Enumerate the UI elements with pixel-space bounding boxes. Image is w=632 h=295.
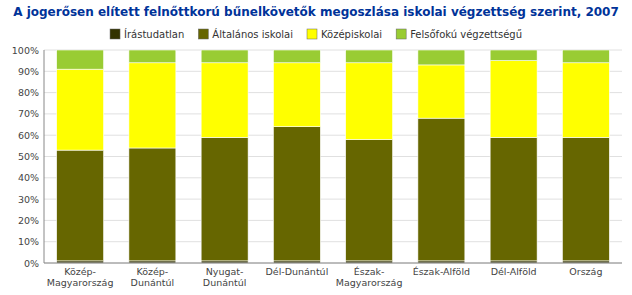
bar-segment bbox=[346, 63, 393, 140]
y-tick-label: 70% bbox=[18, 108, 39, 119]
bar-segment bbox=[418, 65, 465, 118]
bar-segment bbox=[562, 137, 609, 261]
bar-segment bbox=[129, 63, 176, 148]
bar-segment bbox=[490, 50, 537, 61]
bar-segment bbox=[346, 139, 393, 260]
legend-swatch bbox=[198, 29, 208, 39]
bar-segment bbox=[418, 118, 465, 261]
bar-segment bbox=[201, 63, 248, 138]
x-tick-label: Ország bbox=[569, 266, 602, 277]
y-axis-line bbox=[44, 50, 45, 263]
y-tick-label: 90% bbox=[18, 66, 39, 77]
bar-segment bbox=[201, 137, 248, 261]
bar-segment bbox=[57, 150, 104, 261]
x-tick-label: Észak-Magyarország bbox=[336, 266, 403, 288]
x-tick-label: Közép-Magyarország bbox=[47, 266, 114, 288]
y-tick-label: 10% bbox=[18, 236, 39, 247]
y-tick-label: 20% bbox=[18, 215, 39, 226]
x-tick-label: Dél-Dunántúl bbox=[265, 266, 328, 277]
bar-segment bbox=[273, 127, 320, 261]
bar-segment bbox=[346, 50, 393, 63]
legend-label: Középiskolai bbox=[321, 29, 382, 40]
y-tick-label: 50% bbox=[18, 151, 39, 162]
y-tick-label: 100% bbox=[12, 45, 39, 56]
y-tick-label: 40% bbox=[18, 172, 39, 183]
x-tick-label: Közép-Dunántúl bbox=[131, 266, 175, 288]
title: A jogerősen elített felnőttkorú bűnelköv… bbox=[13, 5, 619, 19]
legend-swatch bbox=[110, 29, 120, 39]
grid-line bbox=[44, 263, 622, 264]
chart: A jogerősen elített felnőttkorú bűnelköv… bbox=[0, 0, 632, 295]
y-tick-label: 60% bbox=[18, 130, 39, 141]
bar-segment bbox=[562, 50, 609, 63]
x-tick-label: Dél-Alföld bbox=[491, 266, 537, 277]
y-tick-label: 0% bbox=[24, 258, 39, 269]
y-axis: 0% 10% 20% 30% 40% 50% 60% 70% 80% 90% 100% bbox=[12, 45, 622, 269]
legend-item: Felsőfokú végzettségű bbox=[396, 29, 522, 40]
bar-segment bbox=[57, 69, 104, 150]
bar-segment bbox=[490, 61, 537, 138]
bar-segment bbox=[201, 50, 248, 63]
bar-segment bbox=[562, 63, 609, 138]
legend-item: Írástudatlan bbox=[110, 28, 184, 40]
bar-segment bbox=[129, 148, 176, 261]
bar-segment bbox=[273, 63, 320, 127]
legend-swatch bbox=[307, 29, 317, 39]
legend-label: Felsőfokú végzettségű bbox=[410, 29, 522, 40]
bar-segment bbox=[273, 50, 320, 63]
legend-label: Írástudatlan bbox=[124, 28, 184, 40]
x-tick-label: Észak-Alföld bbox=[413, 266, 470, 277]
legend-item: Általános iskolai bbox=[198, 28, 293, 40]
x-axis: Közép-Magyarország Közép-Dunántúl Nyugat-D… bbox=[47, 266, 603, 288]
legend-item: Középiskolai bbox=[307, 29, 382, 40]
y-tick-label: 30% bbox=[18, 194, 39, 205]
bars bbox=[57, 50, 610, 263]
legend: Írástudatlan Általános iskolai Középiskola… bbox=[110, 28, 522, 40]
legend-label: Általános iskolai bbox=[212, 28, 293, 40]
legend-swatch bbox=[396, 29, 406, 39]
bar-segment bbox=[490, 137, 537, 261]
x-tick-label: Nyugat-Dunántúl bbox=[203, 266, 247, 288]
bar-segment bbox=[129, 50, 176, 63]
bar-segment bbox=[57, 50, 104, 69]
bar-segment bbox=[418, 50, 465, 65]
x-axis-line bbox=[44, 263, 622, 264]
y-tick-label: 80% bbox=[18, 87, 39, 98]
